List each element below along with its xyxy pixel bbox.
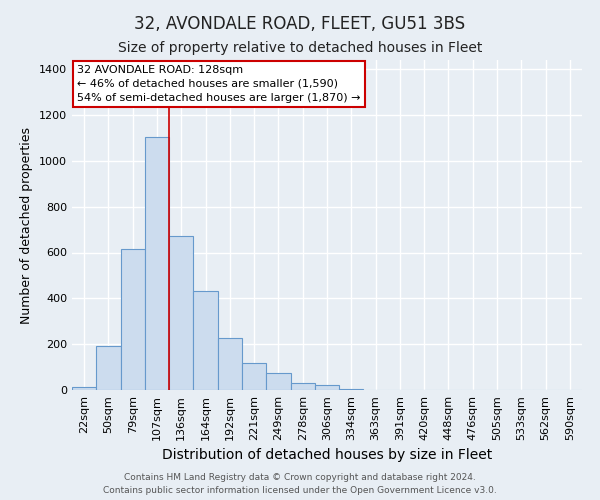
Y-axis label: Number of detached properties: Number of detached properties bbox=[20, 126, 34, 324]
X-axis label: Distribution of detached houses by size in Fleet: Distribution of detached houses by size … bbox=[162, 448, 492, 462]
Text: 32, AVONDALE ROAD, FLEET, GU51 3BS: 32, AVONDALE ROAD, FLEET, GU51 3BS bbox=[134, 15, 466, 33]
Text: Size of property relative to detached houses in Fleet: Size of property relative to detached ho… bbox=[118, 41, 482, 55]
Bar bbox=[169, 236, 193, 390]
Bar bbox=[339, 389, 364, 390]
Bar bbox=[193, 292, 218, 390]
Bar bbox=[315, 386, 339, 390]
Bar bbox=[218, 338, 242, 390]
Text: Contains HM Land Registry data © Crown copyright and database right 2024.
Contai: Contains HM Land Registry data © Crown c… bbox=[103, 474, 497, 495]
Bar bbox=[96, 346, 121, 390]
Bar bbox=[145, 137, 169, 390]
Bar bbox=[290, 383, 315, 390]
Bar bbox=[266, 373, 290, 390]
Bar bbox=[121, 249, 145, 390]
Bar bbox=[72, 386, 96, 390]
Text: 32 AVONDALE ROAD: 128sqm
← 46% of detached houses are smaller (1,590)
54% of sem: 32 AVONDALE ROAD: 128sqm ← 46% of detach… bbox=[77, 65, 361, 103]
Bar bbox=[242, 362, 266, 390]
